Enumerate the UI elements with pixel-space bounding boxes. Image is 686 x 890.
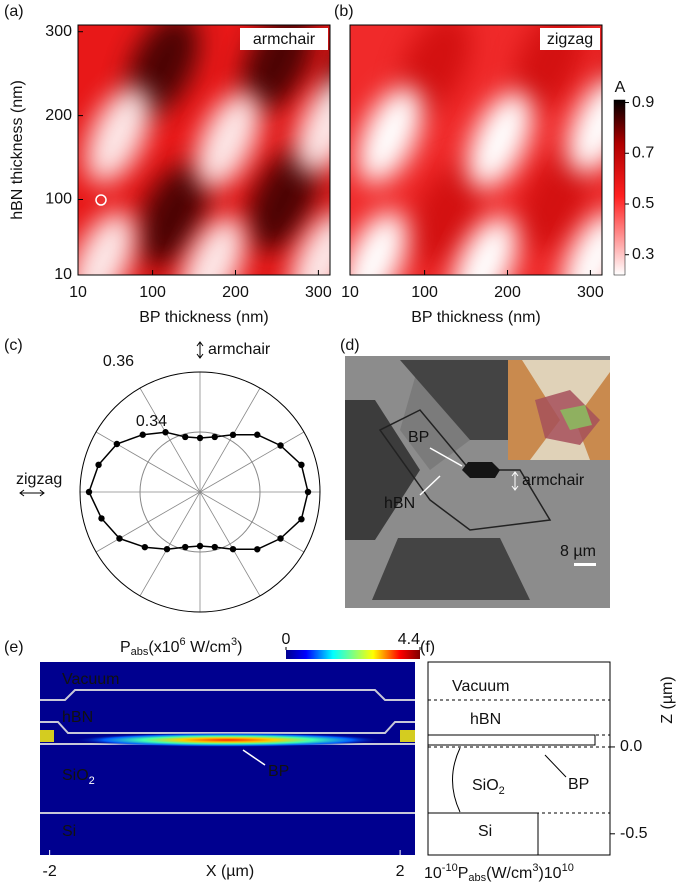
data-point — [254, 432, 260, 438]
x-tick-label: 10 — [69, 284, 87, 301]
data-point — [182, 544, 188, 550]
x-axis-label: 10-10Pabs(W/cm3)1010 — [424, 862, 574, 884]
x-axis-label: BP thickness (nm) — [139, 309, 269, 326]
polar-plot: 0.34 0.36 — [80, 353, 320, 612]
data-point — [212, 434, 218, 440]
y-tick-label: 300 — [45, 23, 72, 40]
data-point — [116, 535, 122, 541]
annotation: armchair — [253, 31, 316, 48]
data-point — [142, 544, 148, 550]
data-point — [212, 544, 218, 550]
layer-label: Vacuum — [62, 671, 120, 688]
y-tick-label: 200 — [45, 107, 72, 124]
layer-label: hBN — [62, 709, 93, 726]
data-point — [277, 535, 283, 541]
bp-flake — [462, 462, 500, 478]
data-point — [305, 489, 311, 495]
data-point — [230, 432, 236, 438]
contact — [400, 730, 415, 742]
panel-label: (b) — [334, 3, 354, 20]
colorbar-tick-label: 0.9 — [632, 94, 654, 111]
x-axis-label: BP thickness (nm) — [411, 309, 541, 326]
data-point — [95, 462, 101, 468]
x-axis-label: X (µm) — [206, 863, 254, 880]
panel-label: (f) — [420, 639, 435, 656]
panel-label: (d) — [340, 337, 360, 354]
data-point — [182, 434, 188, 440]
direction-label: zigzag — [16, 471, 62, 488]
arrow — [197, 342, 203, 358]
y-tick-label: 100 — [45, 191, 72, 208]
scale-label: 8 µm — [560, 543, 596, 560]
colorbar-tick-label: 4.4 — [398, 631, 420, 648]
r-tick-label: 0.34 — [136, 413, 167, 430]
colorbar-title: Pabs(x106 W/cm3) — [120, 636, 242, 658]
layer-label: Vacuum — [452, 678, 510, 695]
colorbar-tick-label: 0.3 — [632, 246, 654, 263]
x-tick-label: 200 — [494, 284, 521, 301]
y-tick-label: 10 — [54, 266, 72, 283]
layer-label: hBN — [470, 711, 501, 728]
hbn-label: hBN — [384, 495, 415, 512]
layer-label: BP — [568, 776, 589, 793]
y-tick-label: -0.5 — [620, 825, 648, 842]
x-tick-label: 300 — [305, 284, 332, 301]
panel-label: (c) — [4, 337, 23, 354]
contact — [40, 730, 54, 742]
layer-label: BP — [268, 763, 289, 780]
annotation: zigzag — [547, 31, 593, 48]
y-tick-label: 0.0 — [620, 738, 642, 755]
arrow — [20, 490, 44, 496]
x-tick-label: 100 — [139, 284, 166, 301]
data-point — [230, 546, 236, 552]
bp-label: BP — [408, 429, 429, 446]
colorbar-label: A — [615, 79, 626, 96]
data-point — [86, 489, 92, 495]
panel-label: (e) — [4, 639, 24, 656]
data-point — [162, 429, 168, 435]
colorbar-tick-label: 0.5 — [632, 195, 654, 212]
hot-spot — [73, 733, 383, 747]
y-axis-label: hBN thickness (nm) — [9, 80, 26, 220]
colorbar — [614, 100, 625, 275]
scale-bar — [574, 563, 596, 566]
direction-label: armchair — [208, 341, 271, 358]
data-point — [298, 516, 304, 522]
x-tick-label: -2 — [43, 863, 57, 880]
data-point — [98, 515, 104, 521]
colorbar-tick-label: 0 — [282, 631, 291, 648]
x-tick-label: 100 — [411, 284, 438, 301]
x-tick-label: 10 — [341, 284, 359, 301]
data-point — [140, 432, 146, 438]
y-axis-label: Z (µm) — [659, 676, 676, 723]
direction-label: armchair — [522, 472, 585, 489]
data-point — [197, 543, 203, 549]
data-point — [254, 546, 260, 552]
colorbar-tick-label: 0.7 — [632, 144, 654, 161]
data-point — [277, 442, 283, 448]
colorbar — [286, 650, 420, 659]
x-tick-label: 2 — [396, 863, 405, 880]
data-point — [197, 435, 203, 441]
layer-label: Si — [478, 823, 492, 840]
data-point — [298, 462, 304, 468]
x-tick-label: 300 — [577, 284, 604, 301]
panel-label: (a) — [4, 3, 24, 20]
data-point — [114, 441, 120, 447]
x-tick-label: 200 — [222, 284, 249, 301]
data-point — [164, 546, 170, 552]
layer-label: Si — [62, 823, 76, 840]
r-tick-label: 0.36 — [103, 353, 134, 370]
figure: armchair zigzag (a) (b) BP thickness (nm… — [0, 0, 686, 890]
